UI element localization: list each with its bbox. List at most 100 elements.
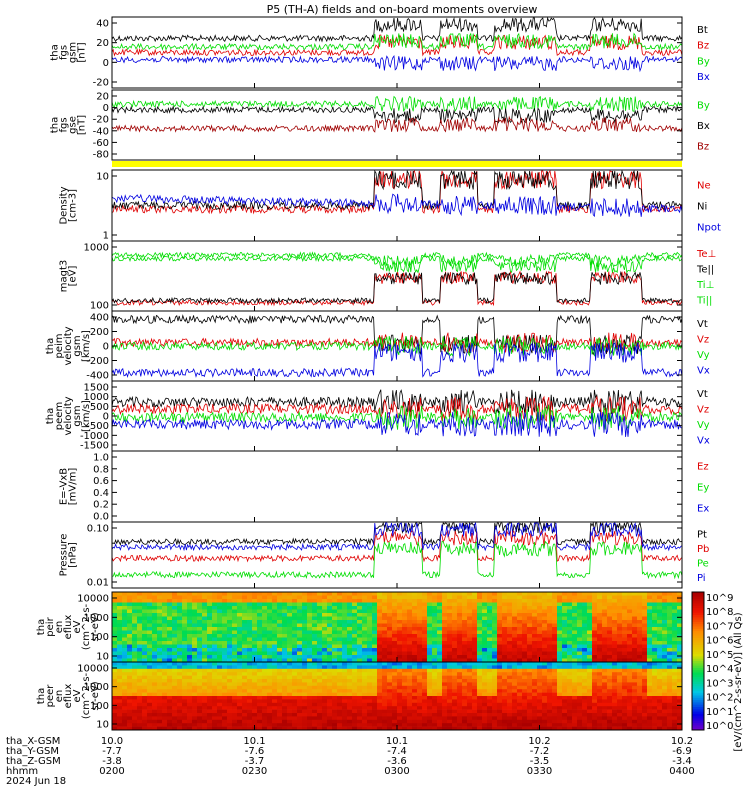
spectrogram-cell	[627, 665, 633, 670]
spectrogram-cell	[272, 616, 278, 621]
spectrogram-cell	[232, 609, 238, 614]
spectrogram-cell	[137, 706, 143, 710]
spectrogram-cell	[327, 609, 333, 614]
spectrogram-cell	[597, 627, 603, 631]
spectrogram-cell	[292, 641, 298, 645]
spectrogram-cell	[462, 719, 468, 724]
spectrogram-cell	[547, 675, 553, 680]
spectrogram-cell	[217, 637, 223, 642]
spectrogram-cell	[377, 706, 383, 710]
spectrogram-cell	[677, 699, 683, 704]
spectrogram-cell	[617, 675, 623, 680]
colorbar-swatch	[692, 651, 704, 655]
spectrogram-cell	[457, 706, 463, 710]
spectrogram-cell	[307, 609, 313, 614]
spectrogram-cell	[637, 592, 643, 596]
colorbar-swatch	[692, 649, 704, 653]
spectrogram-cell	[567, 719, 573, 724]
spectrogram-cell	[607, 616, 613, 621]
spectrogram-cell	[647, 634, 653, 638]
spectrogram-cell	[657, 634, 663, 638]
spectrogram-cell	[152, 685, 158, 690]
spectrogram-cell	[122, 655, 128, 659]
spectrogram-cell	[517, 644, 523, 649]
spectrogram-cell	[472, 675, 478, 680]
spectrogram-cell	[177, 641, 183, 645]
spectrogram-cell	[397, 658, 403, 663]
spectrogram-cell	[322, 613, 328, 617]
spectrogram-cell	[672, 651, 678, 656]
spectrogram-cell	[302, 672, 308, 676]
spectrogram-cell	[207, 692, 213, 697]
spectrogram-cell	[402, 606, 408, 610]
spectrogram-cell	[467, 689, 473, 693]
spectrogram-cell	[257, 637, 263, 642]
spectrogram-cell	[582, 623, 588, 628]
spectrogram-cell	[402, 623, 408, 628]
spectrogram-cell	[317, 709, 323, 714]
spectrogram-cell	[312, 682, 318, 687]
spectrogram-cell	[512, 651, 518, 656]
spectrogram-cell	[447, 685, 453, 690]
spectrogram-cell	[647, 726, 653, 731]
spectrogram-cell	[122, 602, 128, 607]
spectrogram-cell	[432, 692, 438, 697]
spectrogram-cell	[162, 713, 168, 717]
spectrogram-cell	[472, 702, 478, 707]
spectrogram-cell	[187, 602, 193, 607]
spectrogram-cell	[207, 592, 213, 596]
spectrogram-cell	[297, 719, 303, 724]
spectrogram-cell	[162, 726, 168, 731]
spectrogram-cell	[622, 627, 628, 631]
spectrogram-cell	[197, 723, 203, 727]
spectrogram-cell	[197, 648, 203, 652]
spectrogram-cell	[137, 723, 143, 727]
spectrogram-cell	[547, 620, 553, 624]
spectrogram-cell	[567, 713, 573, 717]
spectrogram-cell	[177, 644, 183, 649]
spectrogram-cell	[272, 702, 278, 707]
spectrogram-cell	[652, 719, 658, 724]
spectrogram-cell	[117, 634, 123, 638]
spectrogram-cell	[202, 627, 208, 631]
spectrogram-cell	[297, 630, 303, 635]
spectrogram-cell	[547, 627, 553, 631]
spectrogram-cell	[487, 609, 493, 614]
spectrogram-cell	[647, 699, 653, 704]
spectrogram-cell	[547, 682, 553, 687]
y-tick-label: 500	[90, 402, 109, 413]
spectrogram-cell	[347, 623, 353, 628]
spectrogram-cell	[147, 662, 153, 666]
spectrogram-cell	[182, 665, 188, 670]
spectrogram-cell	[612, 719, 618, 724]
spectrogram-cell	[547, 726, 553, 731]
spectrogram-cell	[147, 696, 153, 700]
spectrogram-cell	[347, 689, 353, 693]
spectrogram-cell	[442, 713, 448, 717]
spectrogram-cell	[432, 627, 438, 631]
spectrogram-cell	[142, 658, 148, 663]
spectrogram-cell	[187, 627, 193, 631]
spectrogram-cell	[247, 706, 253, 710]
spectrogram-cell	[422, 719, 428, 724]
spectrogram-cell	[487, 658, 493, 663]
spectrogram-cell	[362, 668, 368, 673]
spectrogram-cell	[362, 655, 368, 659]
spectrogram-cell	[647, 616, 653, 621]
spectrogram-cell	[152, 630, 158, 635]
spectrogram-cell	[252, 696, 258, 700]
spectrogram-cell	[612, 692, 618, 697]
spectrogram-cell	[457, 713, 463, 717]
spectrogram-cell	[607, 713, 613, 717]
spectrogram-cell	[642, 696, 648, 700]
spectrogram-cell	[137, 606, 143, 610]
spectrogram-cell	[477, 699, 483, 704]
spectrogram-cell	[282, 665, 288, 670]
spectrogram-cell	[672, 602, 678, 607]
spectrogram-cell	[562, 672, 568, 676]
spectrogram-cell	[617, 609, 623, 614]
spectrogram-cell	[167, 692, 173, 697]
spectrogram-cell	[487, 662, 493, 666]
spectrogram-cell	[667, 696, 673, 700]
spectrogram-cell	[652, 602, 658, 607]
